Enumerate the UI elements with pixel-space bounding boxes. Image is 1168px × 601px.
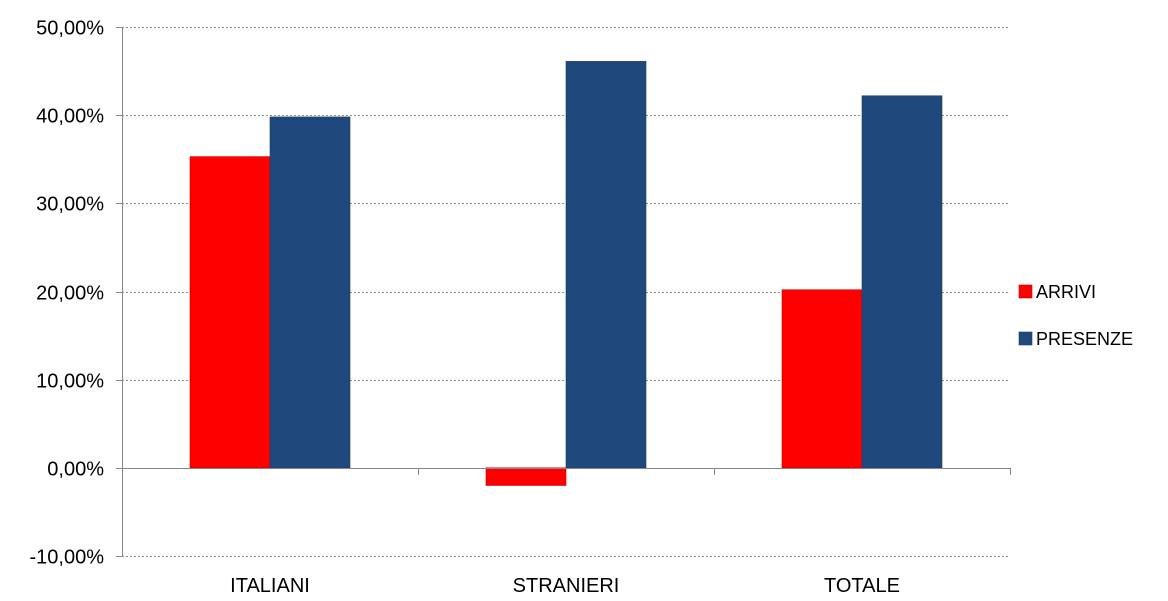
bar-arrivi-stranieri (485, 467, 567, 486)
legend-swatch-arrivi (1018, 284, 1033, 299)
y-tick-label: 10,00% (36, 371, 104, 393)
bar-arrivi-totale (781, 289, 863, 469)
y-tick-label: -10,00% (30, 547, 105, 569)
y-tick-label: 50,00% (36, 18, 104, 40)
x-tick-label: STRANIERI (513, 575, 620, 597)
y-tick-label: 40,00% (36, 106, 104, 128)
legend-label-arrivi: ARRIVI (1036, 282, 1096, 302)
bars (189, 61, 943, 486)
y-tick-label: 30,00% (36, 194, 104, 216)
x-tick-labels: ITALIANI STRANIERI TOTALE (230, 575, 900, 597)
axes (116, 27, 1011, 557)
y-tick-label: 20,00% (36, 283, 104, 305)
legend: ARRIVI PRESENZE (1018, 282, 1133, 349)
x-tick-label: ITALIANI (230, 575, 310, 597)
bar-arrivi-italiani (189, 156, 271, 469)
bar-presenze-stranieri (565, 61, 647, 469)
bar-presenze-italiani (269, 116, 351, 469)
x-tick-label: TOTALE (824, 575, 900, 597)
bar-presenze-totale (861, 95, 943, 469)
y-tick-label: 0,00% (47, 459, 104, 481)
legend-label-presenze: PRESENZE (1036, 329, 1133, 349)
y-tick-labels: -10,00% 0,00% 10,00% 20,00% 30,00% 40,00% 50,0… (30, 18, 105, 569)
legend-swatch-presenze (1018, 331, 1033, 346)
